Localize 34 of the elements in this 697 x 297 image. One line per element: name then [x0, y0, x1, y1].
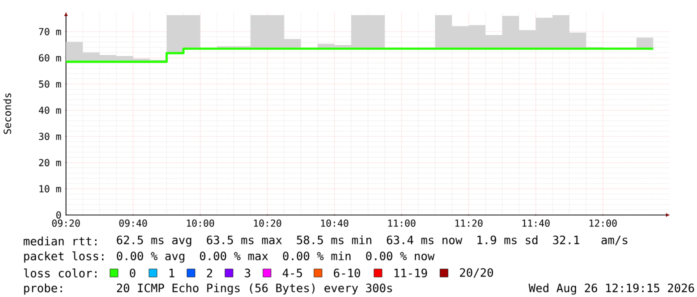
text: 0.00 % avg 0.00 % max 0.00 % min 0.00 % now	[116, 251, 435, 263]
text: loss color:	[24, 268, 97, 278]
x-tick-label: 11:40	[522, 220, 550, 227]
x-tick-label: 12:00	[590, 220, 617, 227]
x-tick-label: 09:20	[52, 220, 80, 227]
text: 20 ICMP Echo Pings (56 Bytes) every 300s	[116, 283, 392, 295]
text: Wed Aug 26 12:19:15 2026	[528, 283, 694, 295]
text: 1	[170, 268, 174, 278]
text: 20/20	[460, 268, 493, 278]
text: 2	[206, 268, 212, 278]
y-tick-label: 10 m	[40, 185, 62, 192]
text: median rtt:	[24, 236, 97, 246]
text: 3	[244, 268, 250, 278]
y-tick-label: 0	[56, 211, 61, 219]
y-axis-title: Seconds	[3, 93, 12, 134]
y-tick-label: 20 m	[39, 158, 62, 166]
x-tick-label: 10:20	[254, 220, 282, 227]
x-tick-label: 09:40	[119, 220, 147, 227]
text: probe:	[24, 283, 62, 295]
text: packet loss:	[24, 251, 104, 263]
text: 62.5 ms avg 63.5 ms max 58.5 ms min 63.4 ms now 1.9 ms sd 32.1 am/s	[116, 235, 628, 247]
y-tick-label: 60 m	[38, 54, 62, 62]
y-tick-label: 70 m	[39, 28, 62, 36]
x-tick-label: 11:20	[455, 220, 482, 227]
x-tick-label: 11:00	[388, 220, 416, 227]
y-tick-label: 40 m	[38, 106, 62, 114]
y-tick-label: 50 m	[39, 80, 62, 88]
y-tick-label: 30 m	[39, 132, 62, 140]
text: 6-10	[334, 268, 360, 278]
text: 4-5	[282, 268, 302, 278]
text: 0	[130, 268, 136, 278]
text: 11-19	[394, 268, 427, 278]
x-tick-label: 10:40	[321, 220, 348, 227]
x-tick-label: 10:00	[186, 220, 214, 227]
